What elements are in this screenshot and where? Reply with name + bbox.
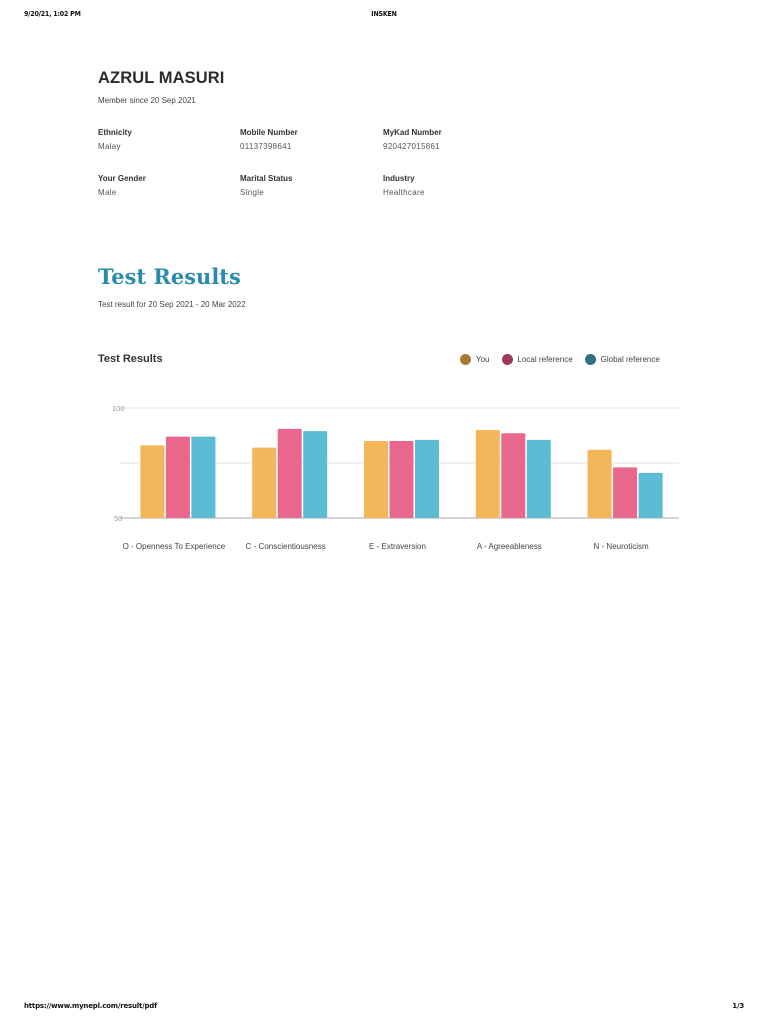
bar[interactable] <box>277 428 302 518</box>
y-tick-min: 50 <box>114 514 123 523</box>
print-url: https://www.mynepl.com/result/pdf <box>24 1002 157 1010</box>
y-tick-max: 100 <box>112 404 125 413</box>
legend-label: Local reference <box>517 354 573 364</box>
field-label: Industry <box>383 174 415 183</box>
section-subtitle: Test result for 20 Sep 2021 - 20 Mar 202… <box>98 300 246 309</box>
chart-legend: You Local reference Global reference <box>460 352 660 366</box>
field-value: Male <box>98 188 117 197</box>
field-ethnicity: Ethnicity Malay <box>98 128 238 151</box>
field-gender: Your Gender Male <box>98 174 238 197</box>
print-datetime: 9/20/21, 1:02 PM <box>24 10 81 18</box>
bar[interactable] <box>364 441 388 518</box>
bar[interactable] <box>587 449 612 518</box>
chart-title: Test Results <box>98 353 163 365</box>
bar[interactable] <box>191 436 216 518</box>
x-axis-label: N - Neuroticism <box>593 542 649 551</box>
field-value: Malay <box>98 142 121 151</box>
legend-label: You <box>476 354 490 364</box>
bar[interactable] <box>165 436 190 518</box>
bar[interactable] <box>501 433 526 518</box>
bar[interactable] <box>475 430 500 518</box>
bar[interactable] <box>415 439 439 518</box>
member-since: Member since 20 Sep 2021 <box>98 96 196 105</box>
x-axis-label: E - Extraversion <box>369 542 426 551</box>
bar[interactable] <box>252 447 277 518</box>
field-label: Marital Status <box>240 174 293 183</box>
page-number: 1/3 <box>732 1002 744 1010</box>
bar[interactable] <box>613 467 638 518</box>
legend-item-you[interactable]: You <box>460 353 490 365</box>
legend-item-global-reference[interactable]: Global reference <box>584 353 660 365</box>
x-axis-label: O - Openness To Experience <box>122 542 226 551</box>
print-title: INSKEN <box>371 10 397 18</box>
bar[interactable] <box>526 439 551 518</box>
section-title: Test Results <box>98 264 241 289</box>
print-header: 9/20/21, 1:02 PM INSKEN <box>0 10 768 22</box>
field-value: 920427015861 <box>383 142 440 151</box>
field-mobile-number: Mobile Number 01137398641 <box>240 128 380 151</box>
bar[interactable] <box>389 441 414 518</box>
x-axis-label: C - Conscientiousness <box>245 542 326 551</box>
bar[interactable] <box>638 472 663 518</box>
profile-name: AZRUL MASURI <box>98 69 225 87</box>
field-industry: Industry Healthcare <box>383 174 523 197</box>
field-mykad-number: MyKad Number 920427015861 <box>383 128 523 151</box>
bar[interactable] <box>303 431 328 518</box>
legend-item-local-reference[interactable]: Local reference <box>501 353 573 365</box>
field-label: Your Gender <box>98 174 146 183</box>
field-marital-status: Marital Status Single <box>240 174 380 197</box>
legend-dot-icon <box>501 353 513 365</box>
field-label: Mobile Number <box>240 128 298 137</box>
legend-dot-icon <box>584 353 596 365</box>
field-label: Ethnicity <box>98 128 132 137</box>
field-label: MyKad Number <box>383 128 442 137</box>
x-axis-label: A - Agreeableness <box>476 542 542 551</box>
bar[interactable] <box>140 445 165 518</box>
field-value: Healthcare <box>383 188 425 197</box>
legend-dot-icon <box>460 353 471 365</box>
print-footer: https://www.mynepl.com/result/pdf 1/3 <box>0 1002 768 1014</box>
legend-label: Global reference <box>600 354 660 364</box>
field-value: 01137398641 <box>240 142 292 151</box>
field-value: Single <box>240 188 265 197</box>
x-axis-labels: O - Openness To Experience C - Conscienti… <box>0 542 768 554</box>
